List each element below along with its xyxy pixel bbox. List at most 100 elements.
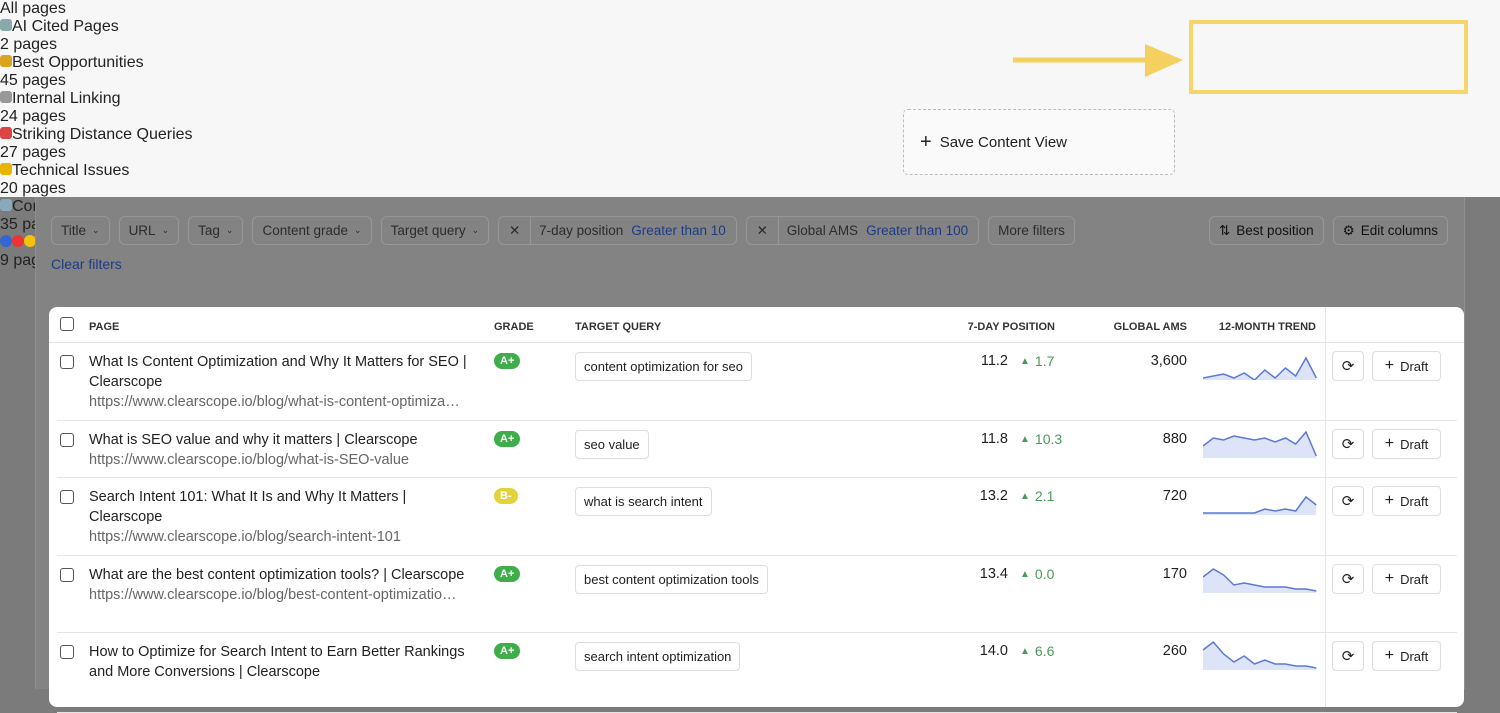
clear-filters[interactable]: Clear filters [51,256,122,272]
edit-columns[interactable]: ⚙ Edit columns [1332,216,1448,245]
view-title: Technical Issues [12,162,130,179]
change-value: 10.3 [1034,431,1063,447]
filter-label: Content grade [262,223,349,238]
column-header: PAGE [89,321,120,333]
filter-pill[interactable]: URL ⌄ [118,216,180,245]
position: 13.4 [979,566,1008,582]
view-card[interactable]: Technical Issues 20 pages [0,162,1500,198]
view-count: 20 pages [0,180,66,197]
column-header: TARGET QUERY [575,321,662,333]
row-checkbox[interactable] [60,355,74,369]
remove-filter[interactable]: ✕ [499,217,532,244]
filter-pill[interactable]: Content grade ⌄ [252,216,372,245]
position-change: ▲ 0.0 [1020,566,1054,582]
page-cell: What are the best content optimization t… [89,556,481,614]
view-title: All pages [0,0,66,17]
up-arrow: ▲ [1020,490,1030,502]
save-view[interactable]: + Save Content View [903,109,1175,175]
target-query: best content optimization tools [575,565,768,594]
view-title: Best Opportunities [12,54,144,71]
page-cell: Search Intent 101: What It Is and Why It… [89,478,481,556]
page-title[interactable]: How to Optimize for Search Intent to Ear… [89,644,465,680]
plus-icon: + [1384,435,1395,452]
position: 13.2 [979,488,1008,504]
table-row: How to Optimize for Search Intent to Ear… [57,633,1457,713]
row-checkbox[interactable] [60,433,74,447]
filter-field: Global AMS [786,223,859,238]
icon [0,235,12,247]
view-card[interactable]: AI Cited Pages 2 pages [0,18,1500,54]
trend-sparkline [1203,356,1317,380]
table: PAGE GRADE TARGET QUERY 7-DAY POSITION GLOBA… [49,307,1464,713]
view-count: 24 pages [0,108,66,125]
view-card[interactable]: Best Opportunities 45 pages [0,54,1500,90]
sparkline-area [1203,432,1317,458]
view-card[interactable]: All pages [0,0,1500,18]
view-title: Internal Linking [12,90,121,107]
target-query: what is search intent [575,487,712,516]
draft-button[interactable]: + Draft [1372,351,1441,381]
filter-pill[interactable]: Tag ⌄ [188,216,244,245]
refresh-button[interactable]: ⟳ [1332,564,1364,594]
view-title: AI Cited Pages [12,18,119,35]
refresh-button[interactable]: ⟳ [1332,351,1364,381]
sparkline-area [1203,497,1317,515]
refresh-button[interactable]: ⟳ [1332,429,1364,459]
sparkline-line [1203,430,1317,457]
icon [0,91,12,103]
change-value: 2.1 [1034,488,1055,504]
plus-icon: + [1384,570,1395,587]
chevron: ⌄ [161,225,170,235]
icon [0,199,12,211]
column-header: 7-DAY POSITION [967,321,1055,333]
draft-label: Draft [1400,493,1429,509]
sparkline-area [1203,642,1317,670]
view-card[interactable]: Internal Linking 24 pages [0,90,1500,126]
view-count: 27 pages [0,144,66,161]
filter-pill[interactable]: Target query ⌄ [380,216,490,245]
refresh-button[interactable]: ⟳ [1332,486,1364,516]
position: 11.8 [980,431,1008,447]
icon [0,163,12,175]
up-arrow: ▲ [1020,645,1030,657]
draft-button[interactable]: + Draft [1372,641,1441,671]
page-title[interactable]: Search Intent 101: What It Is and Why It… [89,489,407,525]
filter-label: Target query [390,223,466,238]
refresh-button[interactable]: ⟳ [1332,641,1364,671]
sparkline-line [1203,356,1317,380]
active-filter[interactable]: ✕ 7-day position Greater than 10 [498,216,737,245]
row-checkbox[interactable] [60,645,74,659]
ams: 260 [1162,643,1187,659]
plus-icon: + [1384,647,1395,664]
grade-badge: A+ [494,566,521,582]
draft-button[interactable]: + Draft [1372,564,1441,594]
grade-badge: A+ [494,643,521,659]
row-checkbox[interactable] [60,568,74,582]
header-checkbox[interactable] [60,317,74,331]
active-filter[interactable]: ✕ Global AMS Greater than 100 [745,216,980,245]
filter-pill[interactable]: Title ⌄ [51,216,110,245]
divider [1325,307,1326,707]
trend-sparkline [1203,568,1317,593]
column-header: 12-MONTH TREND [1218,321,1316,333]
view-title-row: Striking Distance Queries [0,126,1500,144]
trend-sparkline [1203,430,1317,458]
draft-button[interactable]: + Draft [1372,429,1441,459]
sort-button[interactable]: ⇅ Best position [1208,216,1324,245]
toolbar: ⇅ Best position ⚙ Edit columns [1208,216,1448,245]
views-section: All pages AI Cited Pages 2 pages Best Oppor… [0,0,1500,269]
remove-filter[interactable]: ✕ [747,217,779,244]
view-title-row: AI Cited Pages [0,18,1500,36]
more-filters[interactable]: More filters [988,216,1075,245]
table-header: PAGE GRADE TARGET QUERY 7-DAY POSITION GLOBA… [49,307,1464,343]
view-title: Striking Distance Queries [12,126,193,143]
page-title[interactable]: What is SEO value and why it matters | C… [89,432,418,448]
ams: 170 [1162,566,1187,582]
page-title[interactable]: What Is Content Optimization and Why It … [89,354,467,390]
view-card[interactable]: Striking Distance Queries 27 pages [0,126,1500,162]
row-checkbox[interactable] [60,490,74,504]
page-title[interactable]: What are the best content optimization t… [89,567,465,583]
draft-button[interactable]: + Draft [1372,486,1441,516]
draft-label: Draft [1400,358,1429,374]
